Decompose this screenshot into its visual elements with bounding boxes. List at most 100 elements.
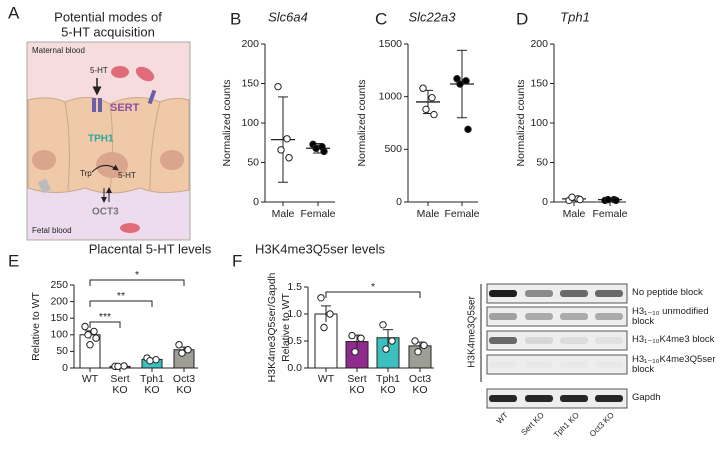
data-point bbox=[568, 193, 576, 201]
data-point bbox=[388, 337, 396, 345]
data-point bbox=[283, 135, 291, 143]
y-tick-label: 100 bbox=[50, 329, 68, 341]
data-point bbox=[90, 327, 98, 336]
blot-band bbox=[489, 337, 517, 344]
data-point bbox=[178, 349, 186, 357]
data-point bbox=[285, 154, 293, 162]
y-tick-label: 1500 bbox=[379, 38, 403, 50]
y-tick-label: 50 bbox=[247, 156, 259, 168]
y-tick-label: 200 bbox=[530, 38, 548, 50]
red-cell bbox=[135, 66, 155, 82]
red-cell bbox=[120, 223, 140, 233]
y-axis-label: Normalized counts bbox=[221, 80, 233, 167]
y-tick-label: 0.0 bbox=[287, 362, 302, 374]
blot-row-label-box: H3₁₋₁₀K4me3 block bbox=[632, 335, 715, 345]
x-tick-label-box: Tph1 KO bbox=[140, 374, 164, 396]
molecule-label: 5-HT bbox=[90, 66, 108, 75]
lane-label: Tph1 KO bbox=[552, 411, 581, 440]
y-tick-label: 1.5 bbox=[287, 281, 302, 293]
panel-letter: B bbox=[230, 9, 241, 28]
blot-band bbox=[525, 313, 553, 320]
blot-band bbox=[595, 290, 623, 297]
data-point bbox=[379, 321, 387, 329]
y-tick-label: 200 bbox=[50, 295, 68, 307]
transporter bbox=[37, 178, 52, 194]
blot-band bbox=[489, 290, 517, 297]
blot-band bbox=[560, 290, 588, 297]
chart-title: Placental 5-HT levels bbox=[89, 241, 212, 256]
chart-title: H3K4me3Q5ser levels bbox=[255, 241, 386, 256]
arrow bbox=[91, 164, 119, 173]
nucleus bbox=[96, 152, 128, 178]
significance-label: *** bbox=[99, 311, 111, 323]
y-tick-label: 1.0 bbox=[287, 308, 302, 320]
data-point bbox=[419, 84, 427, 92]
data-point bbox=[274, 82, 282, 91]
y-tick-label: 150 bbox=[241, 77, 259, 89]
blot-band bbox=[489, 313, 517, 320]
y-axis-label: Relative to WT bbox=[30, 291, 42, 360]
significance-bracket bbox=[89, 279, 185, 286]
y-tick-label: 0 bbox=[542, 196, 548, 208]
blot-row-label: Gapdh bbox=[632, 393, 661, 403]
cell-border bbox=[64, 101, 161, 193]
data-point bbox=[312, 144, 320, 152]
chart-title: Tph1 bbox=[560, 9, 590, 24]
blot-row-label-box: H3₁₋₁₀ unmodified block bbox=[632, 307, 709, 327]
data-point bbox=[120, 362, 128, 370]
data-point bbox=[175, 341, 183, 349]
data-point bbox=[320, 323, 328, 332]
data-point bbox=[81, 322, 89, 331]
x-tick-label-box: WT bbox=[318, 374, 334, 385]
y-tick-label: 100 bbox=[530, 117, 548, 129]
x-tick-label-box: Tph1 KO bbox=[376, 374, 400, 396]
panel-letter: C bbox=[375, 9, 387, 28]
y-axis-label: H3K4me3Q5ser/Gapdh bbox=[266, 272, 278, 382]
blot-band bbox=[595, 313, 623, 320]
significance-label: ** bbox=[117, 290, 125, 302]
y-tick-label: 250 bbox=[50, 279, 68, 291]
blot-strip bbox=[486, 388, 628, 409]
data-point bbox=[277, 146, 285, 154]
significance-bracket bbox=[89, 321, 121, 328]
panel-letter: D bbox=[516, 9, 528, 28]
y-tick-label: 150 bbox=[50, 312, 68, 324]
significance-label: * bbox=[135, 269, 139, 281]
x-tick-label: Sert KO bbox=[347, 374, 367, 396]
chart-title: Slc22a3 bbox=[409, 9, 457, 24]
x-tick-label: Tph1 KO bbox=[376, 374, 400, 396]
lane-label: Oct3 KO bbox=[588, 411, 616, 439]
blot-row-label-box: Gapdh bbox=[632, 393, 661, 403]
x-tick-label: Female bbox=[592, 208, 627, 220]
blot-row-label: H3₁₋₁₀K4me3Q5ser block bbox=[632, 355, 716, 375]
blot-band bbox=[560, 361, 588, 368]
lane-label: WT bbox=[495, 410, 510, 425]
data-point bbox=[320, 147, 328, 156]
data-point bbox=[92, 334, 100, 342]
x-tick-label: Oct3 KO bbox=[172, 374, 196, 396]
region-label: Fetal blood bbox=[32, 226, 72, 235]
x-tick-label: Oct3 KO bbox=[408, 374, 432, 396]
data-point bbox=[464, 125, 472, 134]
nucleus bbox=[160, 150, 184, 170]
data-point bbox=[414, 348, 422, 356]
data-point bbox=[428, 94, 436, 102]
diagram: Maternal blood 5-HT SERT TPH1 Trp 5-HT O… bbox=[26, 41, 191, 241]
y-tick-label: 0 bbox=[62, 362, 68, 374]
blot-row-label: H3₁₋₁₀K4me3 block bbox=[632, 335, 715, 345]
data-point bbox=[317, 294, 325, 302]
blot-band bbox=[489, 361, 517, 368]
data-point bbox=[326, 310, 334, 318]
blot-strip bbox=[486, 283, 628, 304]
x-tick-label-box: WT bbox=[82, 374, 98, 385]
x-tick-label-box: Oct3 KO bbox=[408, 374, 432, 396]
diagram-title: Potential modes of bbox=[54, 9, 162, 24]
data-point bbox=[420, 341, 428, 350]
blot-strip bbox=[486, 354, 628, 375]
significance-bracket bbox=[325, 291, 421, 298]
blot-band bbox=[595, 337, 623, 344]
data-point bbox=[86, 341, 94, 349]
x-tick-label: Tph1 KO bbox=[140, 374, 164, 396]
cell-layer bbox=[27, 97, 190, 194]
x-tick-label-box: Oct3 KO bbox=[172, 374, 196, 396]
